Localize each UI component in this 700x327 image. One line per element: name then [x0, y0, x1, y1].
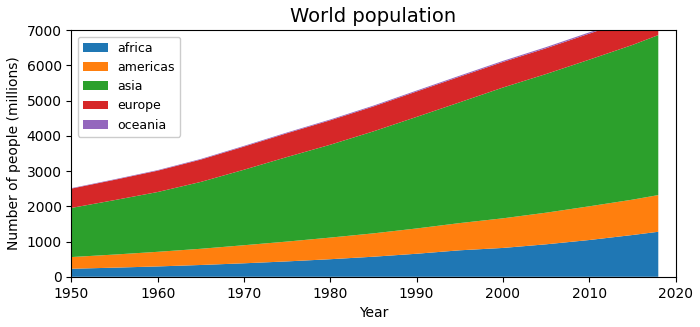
Legend: africa, americas, asia, europe, oceania: africa, americas, asia, europe, oceania	[78, 37, 180, 137]
Title: World population: World population	[290, 7, 456, 26]
X-axis label: Year: Year	[359, 306, 388, 320]
Y-axis label: Number of people (millions): Number of people (millions)	[7, 57, 21, 250]
